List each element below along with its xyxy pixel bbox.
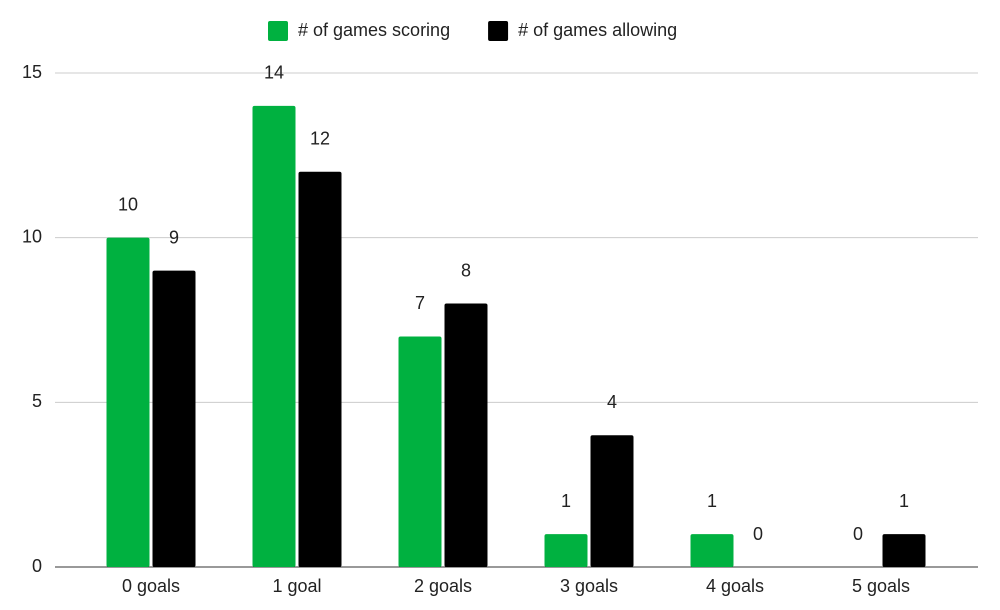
data-label: 1: [707, 491, 717, 511]
data-label: 10: [118, 194, 138, 214]
data-label: 0: [853, 524, 863, 544]
y-tick-label: 5: [32, 391, 42, 411]
bar: [590, 435, 634, 567]
y-tick-label: 15: [22, 62, 42, 82]
data-label: 1: [561, 491, 571, 511]
x-tick-label: 5 goals: [852, 576, 910, 596]
data-label: 14: [264, 63, 284, 83]
bar: [106, 237, 150, 567]
legend-swatch: [268, 21, 288, 41]
x-tick-label: 2 goals: [414, 576, 472, 596]
legend-swatch: [488, 21, 509, 41]
data-label: 7: [415, 293, 425, 313]
bar: [690, 534, 734, 567]
data-label: 0: [753, 524, 763, 544]
legend-label: # of games scoring: [298, 20, 450, 40]
data-label: 1: [899, 491, 909, 511]
bar: [544, 534, 588, 567]
y-tick-label: 10: [22, 226, 42, 246]
data-label: 8: [461, 260, 471, 280]
bar: [398, 336, 442, 567]
y-tick-label: 0: [32, 556, 42, 576]
bar: [298, 171, 342, 568]
x-tick-label: 3 goals: [560, 576, 618, 596]
x-tick-label: 0 goals: [122, 576, 180, 596]
bar: [252, 105, 296, 567]
data-label: 9: [169, 227, 179, 247]
bar: [882, 534, 926, 567]
legend-label: # of games allowing: [518, 20, 677, 40]
data-label: 12: [310, 129, 330, 149]
bar: [152, 270, 196, 567]
data-label: 4: [607, 392, 617, 412]
x-tick-label: 4 goals: [706, 576, 764, 596]
bar: [444, 303, 488, 567]
x-tick-label: 1 goal: [272, 576, 321, 596]
